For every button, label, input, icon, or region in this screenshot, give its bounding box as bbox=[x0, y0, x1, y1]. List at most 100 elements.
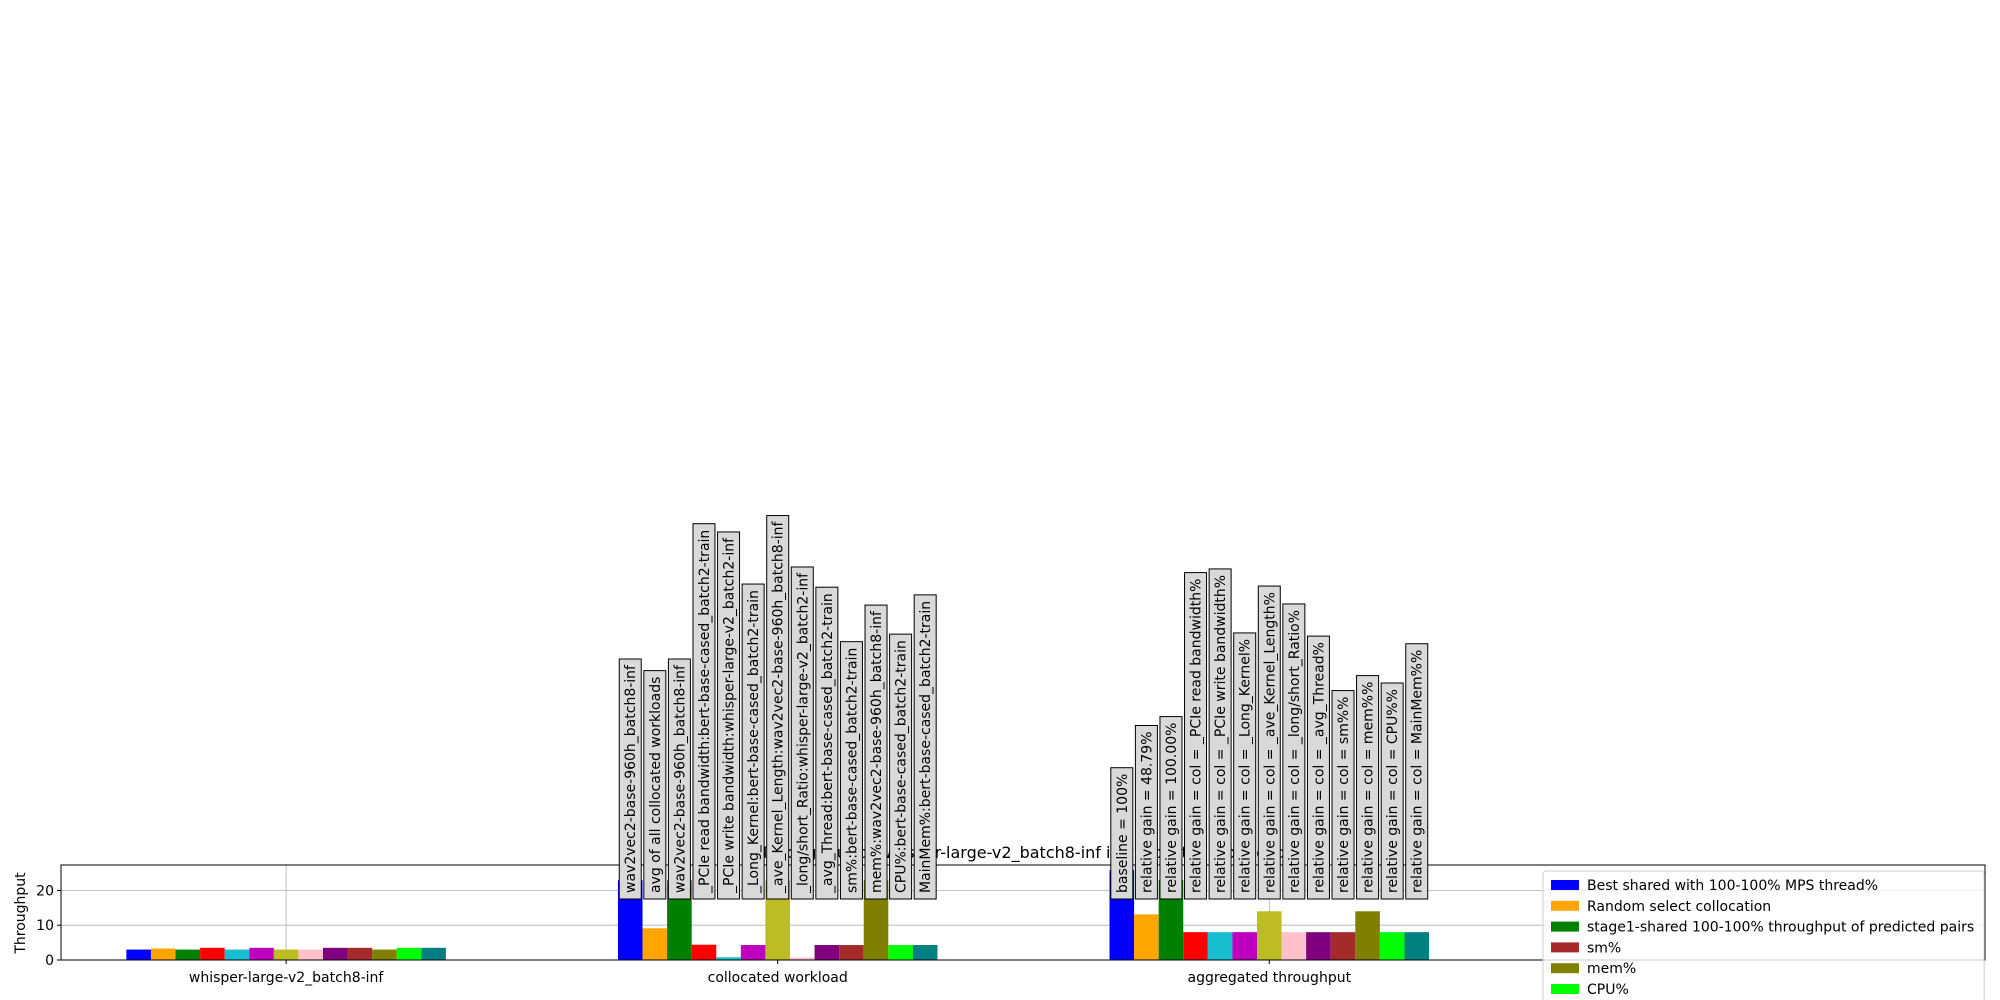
annotation-box bbox=[839, 641, 863, 900]
annotation-box bbox=[1380, 682, 1404, 900]
bar bbox=[126, 949, 151, 960]
annotation: relative gain = col = _ave_Kernel_Length… bbox=[1257, 585, 1281, 900]
annotation-text: relative gain = col = _avg_Thread% bbox=[1311, 642, 1327, 893]
annotation-text: avg of all collocated workloads bbox=[648, 677, 664, 893]
bar bbox=[740, 945, 766, 960]
annotation: _PCIe read bandwidth:bert-base-cased_bat… bbox=[692, 523, 716, 900]
annotation-box bbox=[790, 566, 814, 900]
annotation-text: relative gain = col = MainMem%% bbox=[1410, 650, 1426, 893]
bar bbox=[1207, 932, 1233, 960]
bar bbox=[912, 945, 938, 960]
bar bbox=[1355, 911, 1380, 960]
legend-label: Best shared with 100-100% MPS thread% bbox=[1587, 878, 1878, 894]
annotation-box bbox=[766, 515, 790, 900]
annotation-text: relative gain = col = mem%% bbox=[1361, 682, 1377, 893]
legend-swatch bbox=[1551, 942, 1579, 953]
annotation-box bbox=[618, 658, 642, 900]
bar bbox=[1183, 932, 1208, 960]
annotation-text: relative gain = 48.79% bbox=[1139, 732, 1155, 894]
legend: Best shared with 100-100% MPS thread% Ran… bbox=[1542, 870, 1985, 1000]
annotation: relative gain = col = mem%% bbox=[1356, 675, 1380, 900]
annotation-text: relative gain = col = _PCIe write bandwi… bbox=[1213, 575, 1229, 893]
annotation-box bbox=[815, 586, 839, 900]
y-axis-label: Throughput bbox=[13, 872, 29, 955]
bar bbox=[372, 949, 397, 960]
bar bbox=[249, 947, 274, 960]
annotation: _PCIe write bandwidth:whisper-large-v2_b… bbox=[717, 531, 741, 900]
bar bbox=[1134, 914, 1159, 960]
bar bbox=[200, 947, 225, 960]
bar bbox=[789, 957, 815, 960]
annotation-box bbox=[717, 531, 741, 900]
annotation: wav2vec2-base-960h_batch8-inf bbox=[667, 658, 691, 900]
bar bbox=[396, 947, 422, 960]
annotation-text: mem%:wav2vec2-base-960h_batch8-inf bbox=[869, 610, 885, 893]
annotation-box bbox=[667, 658, 691, 900]
bar bbox=[1232, 932, 1257, 960]
annotation-box bbox=[692, 523, 716, 900]
annotation-text: _avg_Thread:bert-base-cased_batch2-train bbox=[820, 593, 836, 894]
annotation: relative gain = col = CPU%% bbox=[1380, 682, 1404, 900]
x-tick-label: collocated workload bbox=[708, 970, 848, 986]
annotation: relative gain = col = sm%% bbox=[1331, 690, 1355, 900]
annotation: mem%:wav2vec2-base-960h_batch8-inf bbox=[864, 604, 888, 900]
legend-swatch bbox=[1551, 984, 1579, 994]
bar bbox=[175, 949, 201, 960]
annotation: _ave_Kernel_Length:wav2vec2-base-960h_ba… bbox=[766, 515, 790, 900]
bar bbox=[1404, 932, 1430, 960]
annotation-text: wav2vec2-base-960h_batch8-inf bbox=[623, 664, 639, 893]
annotation: relative gain = col = _PCIe read bandwid… bbox=[1184, 572, 1208, 900]
annotation-text: _long/short_Ratio:whisper-large-v2_batch… bbox=[795, 572, 811, 894]
annotation-text: CPU%:bert-base-cased_batch2-train bbox=[894, 640, 910, 893]
bar bbox=[273, 949, 299, 960]
y-tick-label: 20 bbox=[36, 883, 54, 899]
annotation-text: wav2vec2-base-960h_batch8-inf bbox=[672, 664, 688, 893]
annotation: MainMem%:bert-base-cased_batch2-train bbox=[913, 594, 937, 900]
annotation: avg of all collocated workloads bbox=[643, 670, 667, 900]
annotation-text: _PCIe write bandwidth:whisper-large-v2_b… bbox=[722, 537, 738, 894]
annotation-box bbox=[864, 604, 888, 900]
annotation-box bbox=[1282, 603, 1306, 900]
legend-label: Random select collocation bbox=[1587, 899, 1771, 915]
annotation-box bbox=[1233, 632, 1257, 900]
bar bbox=[1281, 932, 1307, 960]
legend-label: stage1-shared 100-100% throughput of pre… bbox=[1587, 920, 1974, 936]
bar bbox=[716, 957, 741, 960]
bar bbox=[224, 949, 250, 960]
annotation: relative gain = col = _long/short_Ratio% bbox=[1282, 603, 1306, 900]
annotation-box bbox=[1184, 572, 1208, 900]
bar bbox=[1256, 911, 1282, 960]
legend-swatch bbox=[1551, 900, 1579, 911]
annotation: baseline = 100% bbox=[1110, 767, 1134, 900]
annotation: sm%:bert-base-cased_batch2-train bbox=[839, 641, 863, 900]
annotation-text: relative gain = col = _ave_Kernel_Length… bbox=[1262, 592, 1278, 893]
annotation-box bbox=[643, 670, 667, 900]
annotation-text: relative gain = col = _PCIe read bandwid… bbox=[1189, 579, 1205, 893]
bar bbox=[1379, 932, 1405, 960]
x-tick-label: whisper-large-v2_batch8-inf bbox=[189, 970, 385, 986]
bar bbox=[150, 948, 176, 960]
legend-label: mem% bbox=[1587, 961, 1636, 977]
annotation-text: _ave_Kernel_Length:wav2vec2-base-960h_ba… bbox=[771, 520, 787, 894]
annotation-box bbox=[1356, 675, 1380, 900]
x-tick-label: aggregated throughput bbox=[1187, 970, 1351, 986]
legend-swatch bbox=[1551, 921, 1579, 932]
annotation-box bbox=[1405, 643, 1429, 900]
bar bbox=[814, 945, 840, 960]
legend-frame bbox=[1542, 870, 1985, 1000]
annotation: wav2vec2-base-960h_batch8-inf bbox=[618, 658, 642, 900]
annotation-text: sm%:bert-base-cased_batch2-train bbox=[844, 648, 860, 893]
legend-label: sm% bbox=[1587, 940, 1621, 956]
annotation-box bbox=[889, 633, 913, 900]
annotation: relative gain = col = _Long_Kernel% bbox=[1233, 632, 1257, 900]
annotation-text: _PCIe read bandwidth:bert-base-cased_bat… bbox=[697, 530, 713, 894]
bar bbox=[347, 947, 373, 960]
bar bbox=[888, 945, 913, 960]
annotation: relative gain = 48.79% bbox=[1134, 725, 1158, 900]
y-tick-label: 10 bbox=[36, 918, 54, 934]
bar bbox=[691, 944, 717, 960]
legend-swatch bbox=[1551, 880, 1579, 890]
annotation-box bbox=[741, 583, 765, 900]
